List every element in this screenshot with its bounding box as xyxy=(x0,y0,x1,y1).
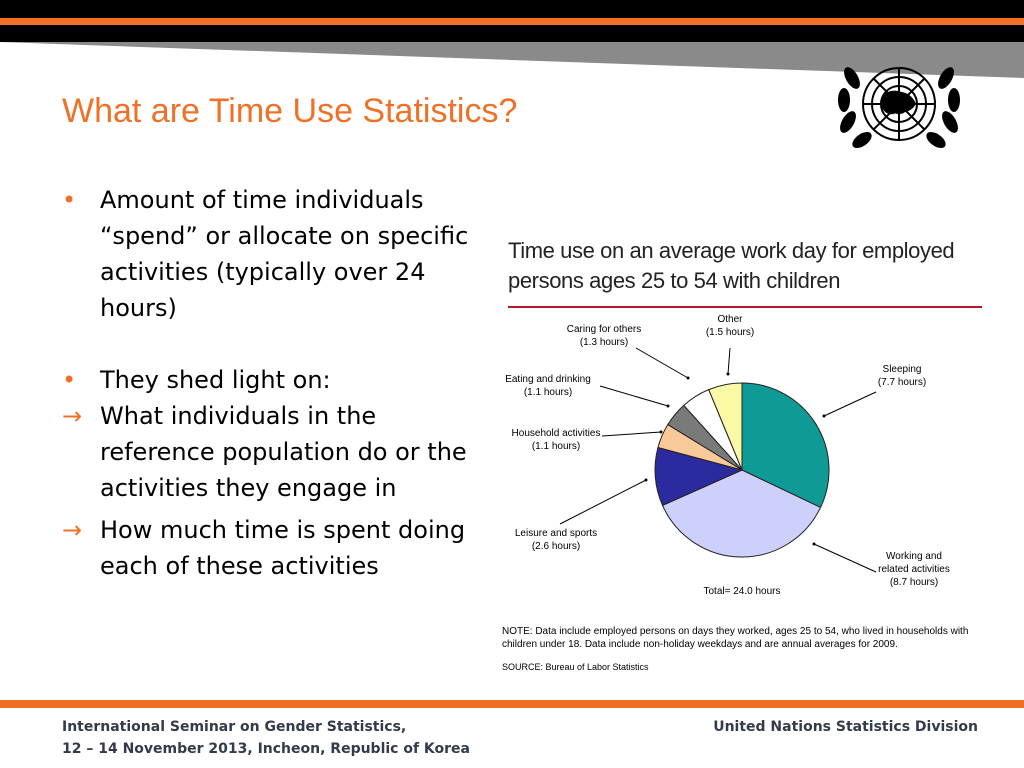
chart-note: NOTE: Data include employed persons on d… xyxy=(502,625,968,651)
bullet-marker: • xyxy=(62,186,77,214)
pie-total-label: Total= 24.0 hours xyxy=(704,586,781,597)
bullet-item: → What individuals in the reference popu… xyxy=(62,398,492,506)
slice-name-label: Caring for others xyxy=(567,324,641,335)
slice-value-label: (8.7 hours) xyxy=(890,577,938,588)
pie-slice-other xyxy=(708,382,743,471)
slide-title: What are Time Use Statistics? xyxy=(62,92,518,130)
leader-arrowhead xyxy=(822,414,826,418)
bullet-text: They shed light on: xyxy=(100,366,331,394)
slice-name-label: Working and xyxy=(886,551,942,562)
bullet-item: → How much time is spent doing each of t… xyxy=(62,512,492,584)
slice-name-label: Other xyxy=(717,314,743,325)
slice-value-label: (1.1 hours) xyxy=(524,387,572,398)
chart-title-rule xyxy=(508,306,982,308)
footer-event: International Seminar on Gender Statisti… xyxy=(62,716,470,760)
slice-value-label: (7.7 hours) xyxy=(878,377,926,388)
bullet-text: Amount of time individuals “spend” or al… xyxy=(100,186,469,322)
bullet-item: • Amount of time individuals “spend” or … xyxy=(62,182,492,326)
leader-line xyxy=(601,431,662,437)
leader-arrowhead xyxy=(726,372,730,376)
bullet-text: What individuals in the reference popula… xyxy=(100,402,467,502)
header-band-top xyxy=(0,0,1024,18)
leader-line xyxy=(823,391,877,417)
bullet-marker: • xyxy=(62,366,77,394)
header-orange-stripe xyxy=(0,18,1024,25)
time-use-chart: Time use on an average work day for empl… xyxy=(496,226,990,682)
arrow-marker: → xyxy=(62,516,83,544)
leader-line xyxy=(727,347,731,375)
slice-value-label: (1.5 hours) xyxy=(706,327,754,338)
chart-source: SOURCE: Bureau of Labor Statistics xyxy=(502,662,649,672)
pie-slice-working-and-related-activities xyxy=(661,469,822,558)
leader-line xyxy=(635,347,689,379)
chart-title: Time use on an average work day for empl… xyxy=(508,238,955,293)
slice-name-label: Eating and drinking xyxy=(505,374,591,385)
bullet-text: How much time is spent doing each of the… xyxy=(100,516,466,580)
header-band-bottom xyxy=(0,25,1024,42)
bullet-item: • They shed light on: xyxy=(62,362,492,398)
leader-line xyxy=(599,385,669,407)
leader-line xyxy=(559,479,647,525)
slice-name-label: Leisure and sports xyxy=(515,528,597,539)
slice-name-label: Household activities xyxy=(512,428,601,439)
slice-value-label: (2.6 hours) xyxy=(532,541,580,552)
chart-note-line: children under 18. Data include non-holi… xyxy=(502,639,898,650)
pie-chart: Sleeping (7.7 hours) Working and related ac… xyxy=(505,314,950,597)
slice-name-label: Sleeping xyxy=(883,364,922,375)
pie-slice-sleeping xyxy=(741,382,830,509)
footer-event-name: International Seminar on Gender Statisti… xyxy=(62,719,407,735)
header-gray-wedge xyxy=(0,42,1024,78)
slice-name-label: related activities xyxy=(878,564,950,575)
footer-orange-stripe xyxy=(0,700,1024,708)
bullet-list: • Amount of time individuals “spend” or … xyxy=(62,182,492,584)
footer-event-date: 12 – 14 November 2013, Incheon, Republic… xyxy=(62,741,471,757)
leader-arrowhead xyxy=(659,430,663,434)
leader-line xyxy=(813,543,877,573)
leader-arrowhead xyxy=(666,404,670,408)
footer-organization: United Nations Statistics Division xyxy=(713,719,978,735)
leader-arrowhead xyxy=(644,478,648,482)
leader-arrowhead xyxy=(686,376,690,380)
slice-value-label: (1.3 hours) xyxy=(580,337,628,348)
leader-arrowhead xyxy=(812,542,816,546)
slice-value-label: (1.1 hours) xyxy=(532,441,580,452)
chart-note-line: NOTE: Data include employed persons on d… xyxy=(502,626,969,637)
arrow-marker: → xyxy=(62,402,83,430)
un-emblem-logo xyxy=(838,67,960,148)
